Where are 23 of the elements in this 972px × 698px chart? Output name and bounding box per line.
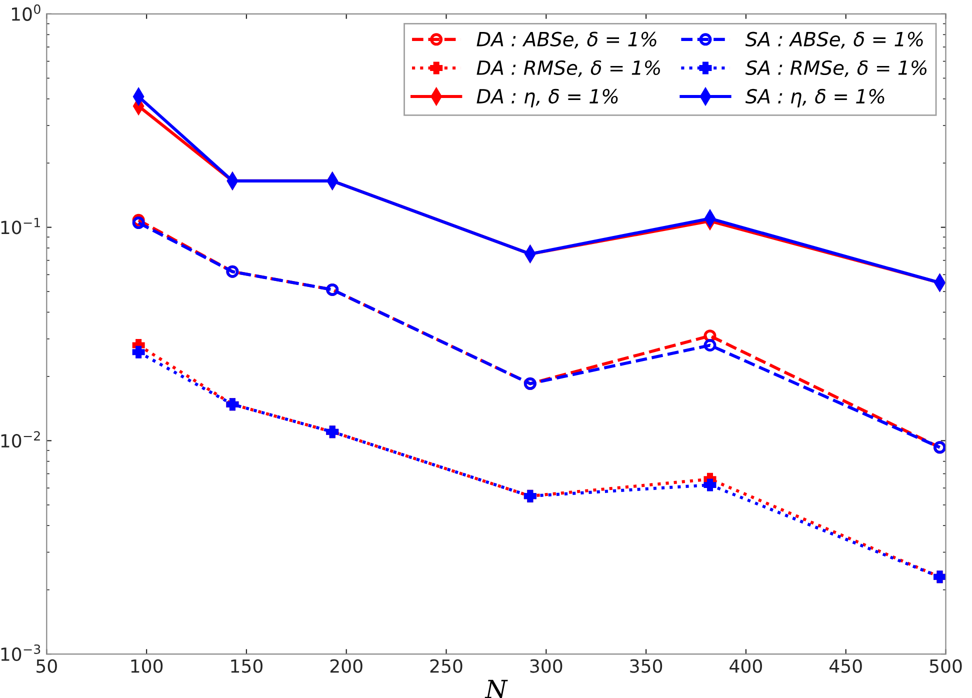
x-tick-label: 100 [131, 659, 163, 673]
y-tick-label: 10$^{−1}$ [1, 218, 40, 234]
legend-label: SA : ABSe, δ = 1% [745, 32, 923, 48]
point [132, 346, 145, 358]
point [704, 210, 716, 227]
x-tick-label: 450 [830, 659, 862, 673]
x-tick-label: 500 [930, 659, 962, 673]
legend-label: SA : RMSe, δ = 1% [745, 60, 926, 78]
x-tick-label: 50 [36, 659, 57, 673]
x-tick-label: 350 [630, 659, 662, 673]
y-tick-label: 10$^{−2}$ [1, 431, 40, 448]
x-tick-label: 300 [530, 659, 562, 673]
legend-label: DA : ABSe, δ = 1% [476, 32, 656, 48]
x-tick-label: 150 [231, 659, 262, 673]
x-tick-label: 400 [730, 659, 762, 673]
legend-label: SA : η, δ = 1% [745, 88, 884, 108]
legend-label: DA : η, δ = 1% [476, 88, 618, 108]
y-tick-label: 10$^{0}$ [12, 4, 40, 21]
x-axis-title: N [484, 680, 508, 698]
x-tick-label: 250 [430, 659, 462, 673]
point [704, 478, 716, 492]
legend-label: DA : RMSe, δ = 1% [476, 60, 660, 78]
x-tick-label: 200 [330, 659, 362, 673]
